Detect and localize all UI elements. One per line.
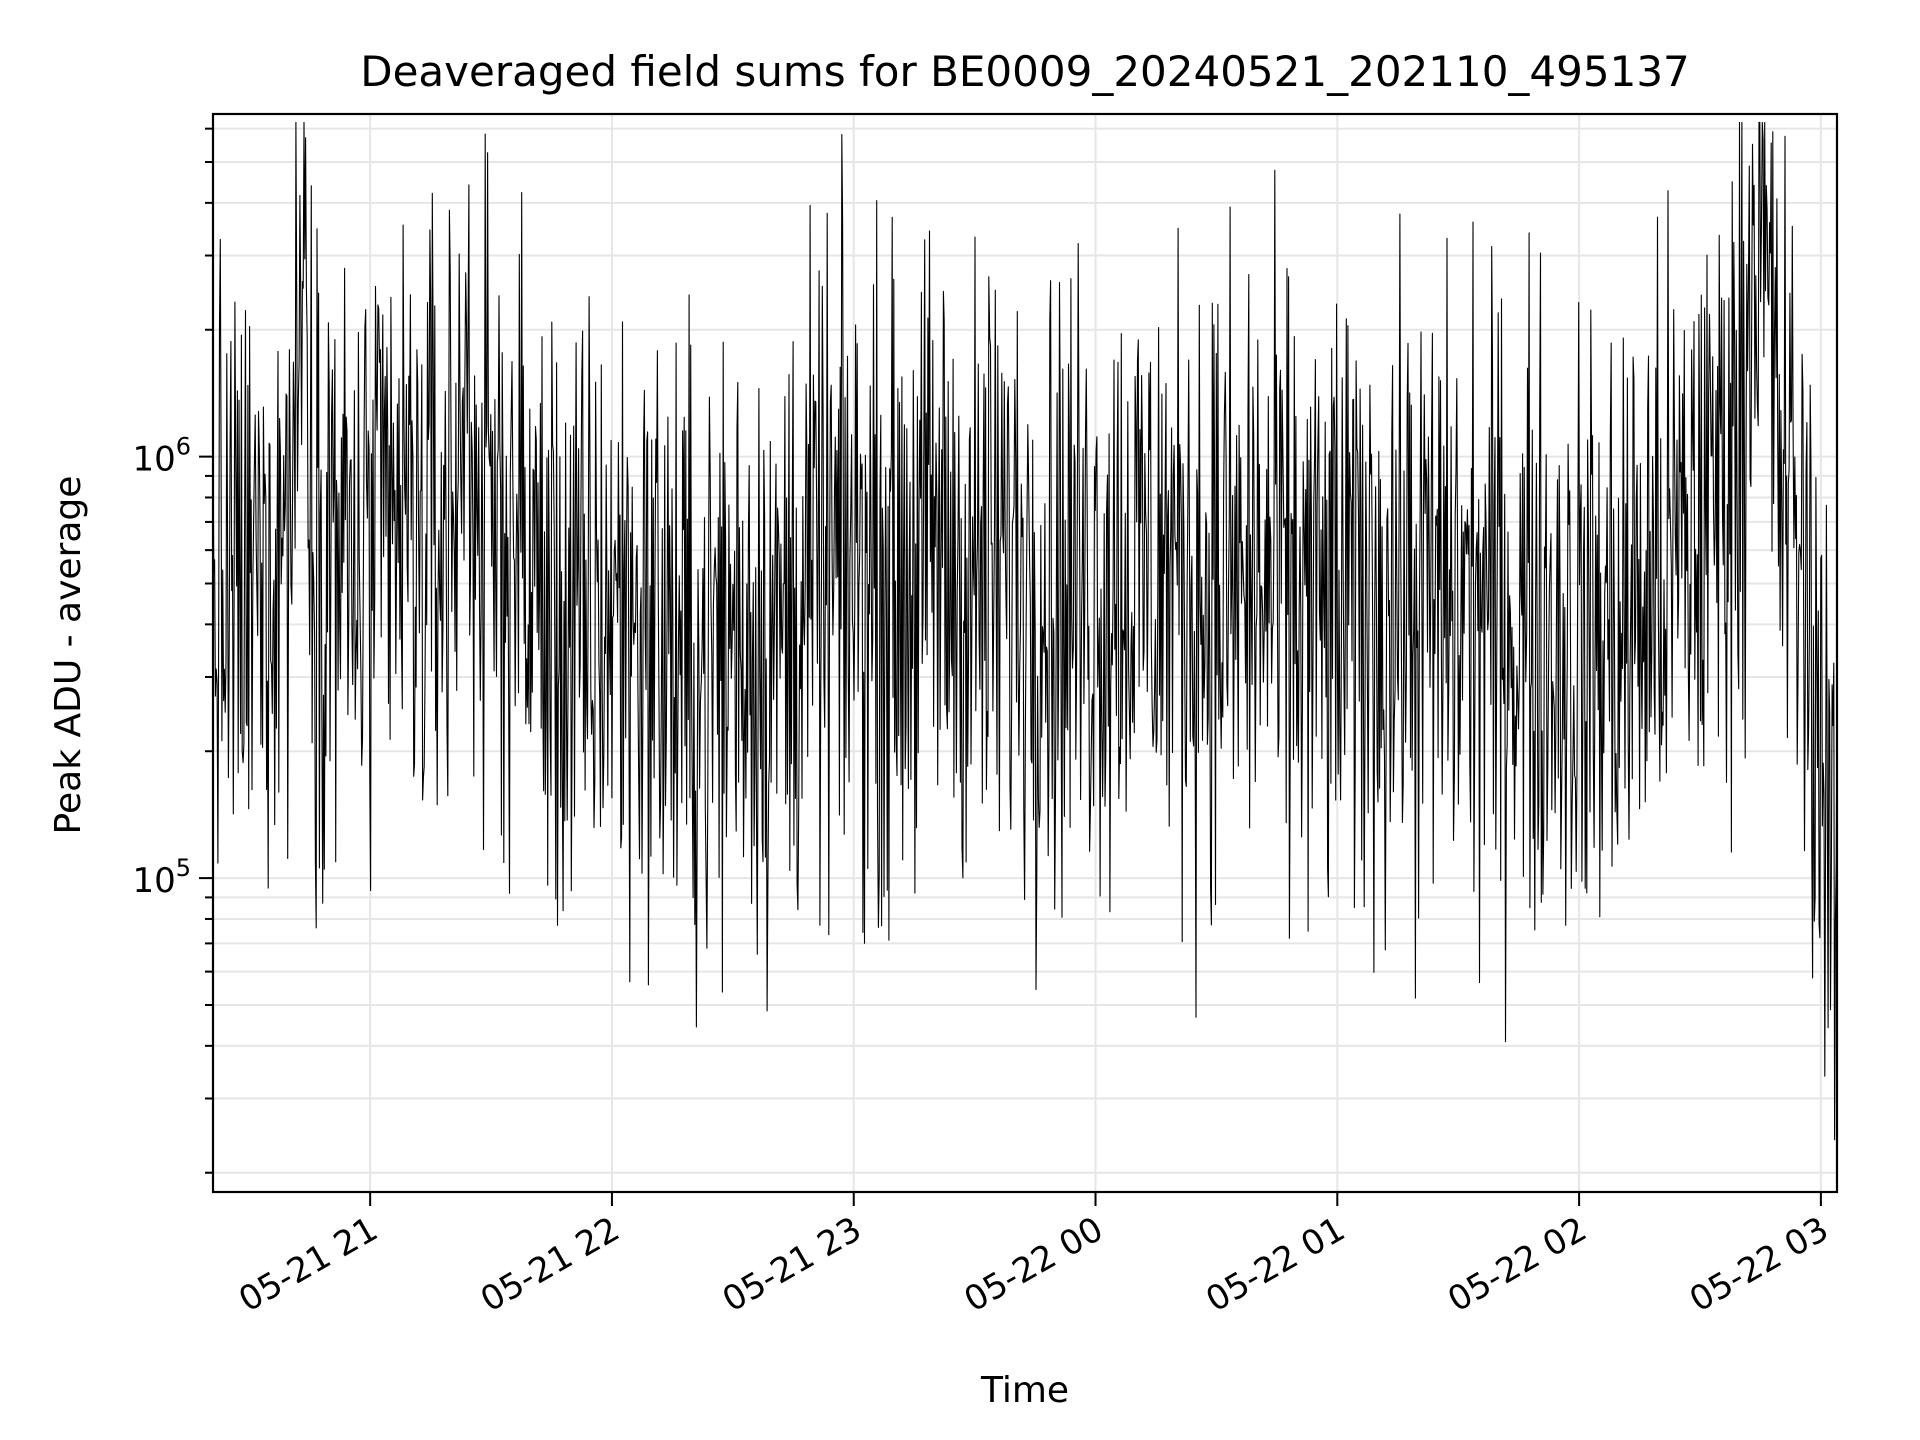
series-layer [212, 121, 1838, 1141]
x-tick-label: 05-21 22 [474, 1209, 626, 1320]
y-tick-label: 106 [132, 433, 191, 480]
x-tick-label: 05-22 01 [1199, 1209, 1351, 1320]
series-line [212, 121, 1838, 1141]
x-tick-label: 05-21 21 [232, 1209, 384, 1320]
y-tick-label: 105 [132, 854, 191, 901]
x-tick-label: 05-22 03 [1683, 1209, 1835, 1320]
x-axis-label: Time [980, 1370, 1069, 1411]
x-axis: 05-21 21 05-21 22 05-21 23 05-22 00 05-22 01… [232, 1192, 1835, 1320]
plot-frame [211, 112, 1839, 1194]
chart-title: Deaveraged field sums for BE0009_2024052… [360, 47, 1690, 96]
x-tick-label: 05-22 02 [1441, 1209, 1593, 1320]
x-tick-label: 05-21 23 [716, 1209, 868, 1320]
y-axis: 105 106 [132, 127, 213, 1174]
x-tick-label: 05-22 00 [958, 1209, 1110, 1320]
y-axis-label: Peak ADU - average [48, 476, 89, 835]
